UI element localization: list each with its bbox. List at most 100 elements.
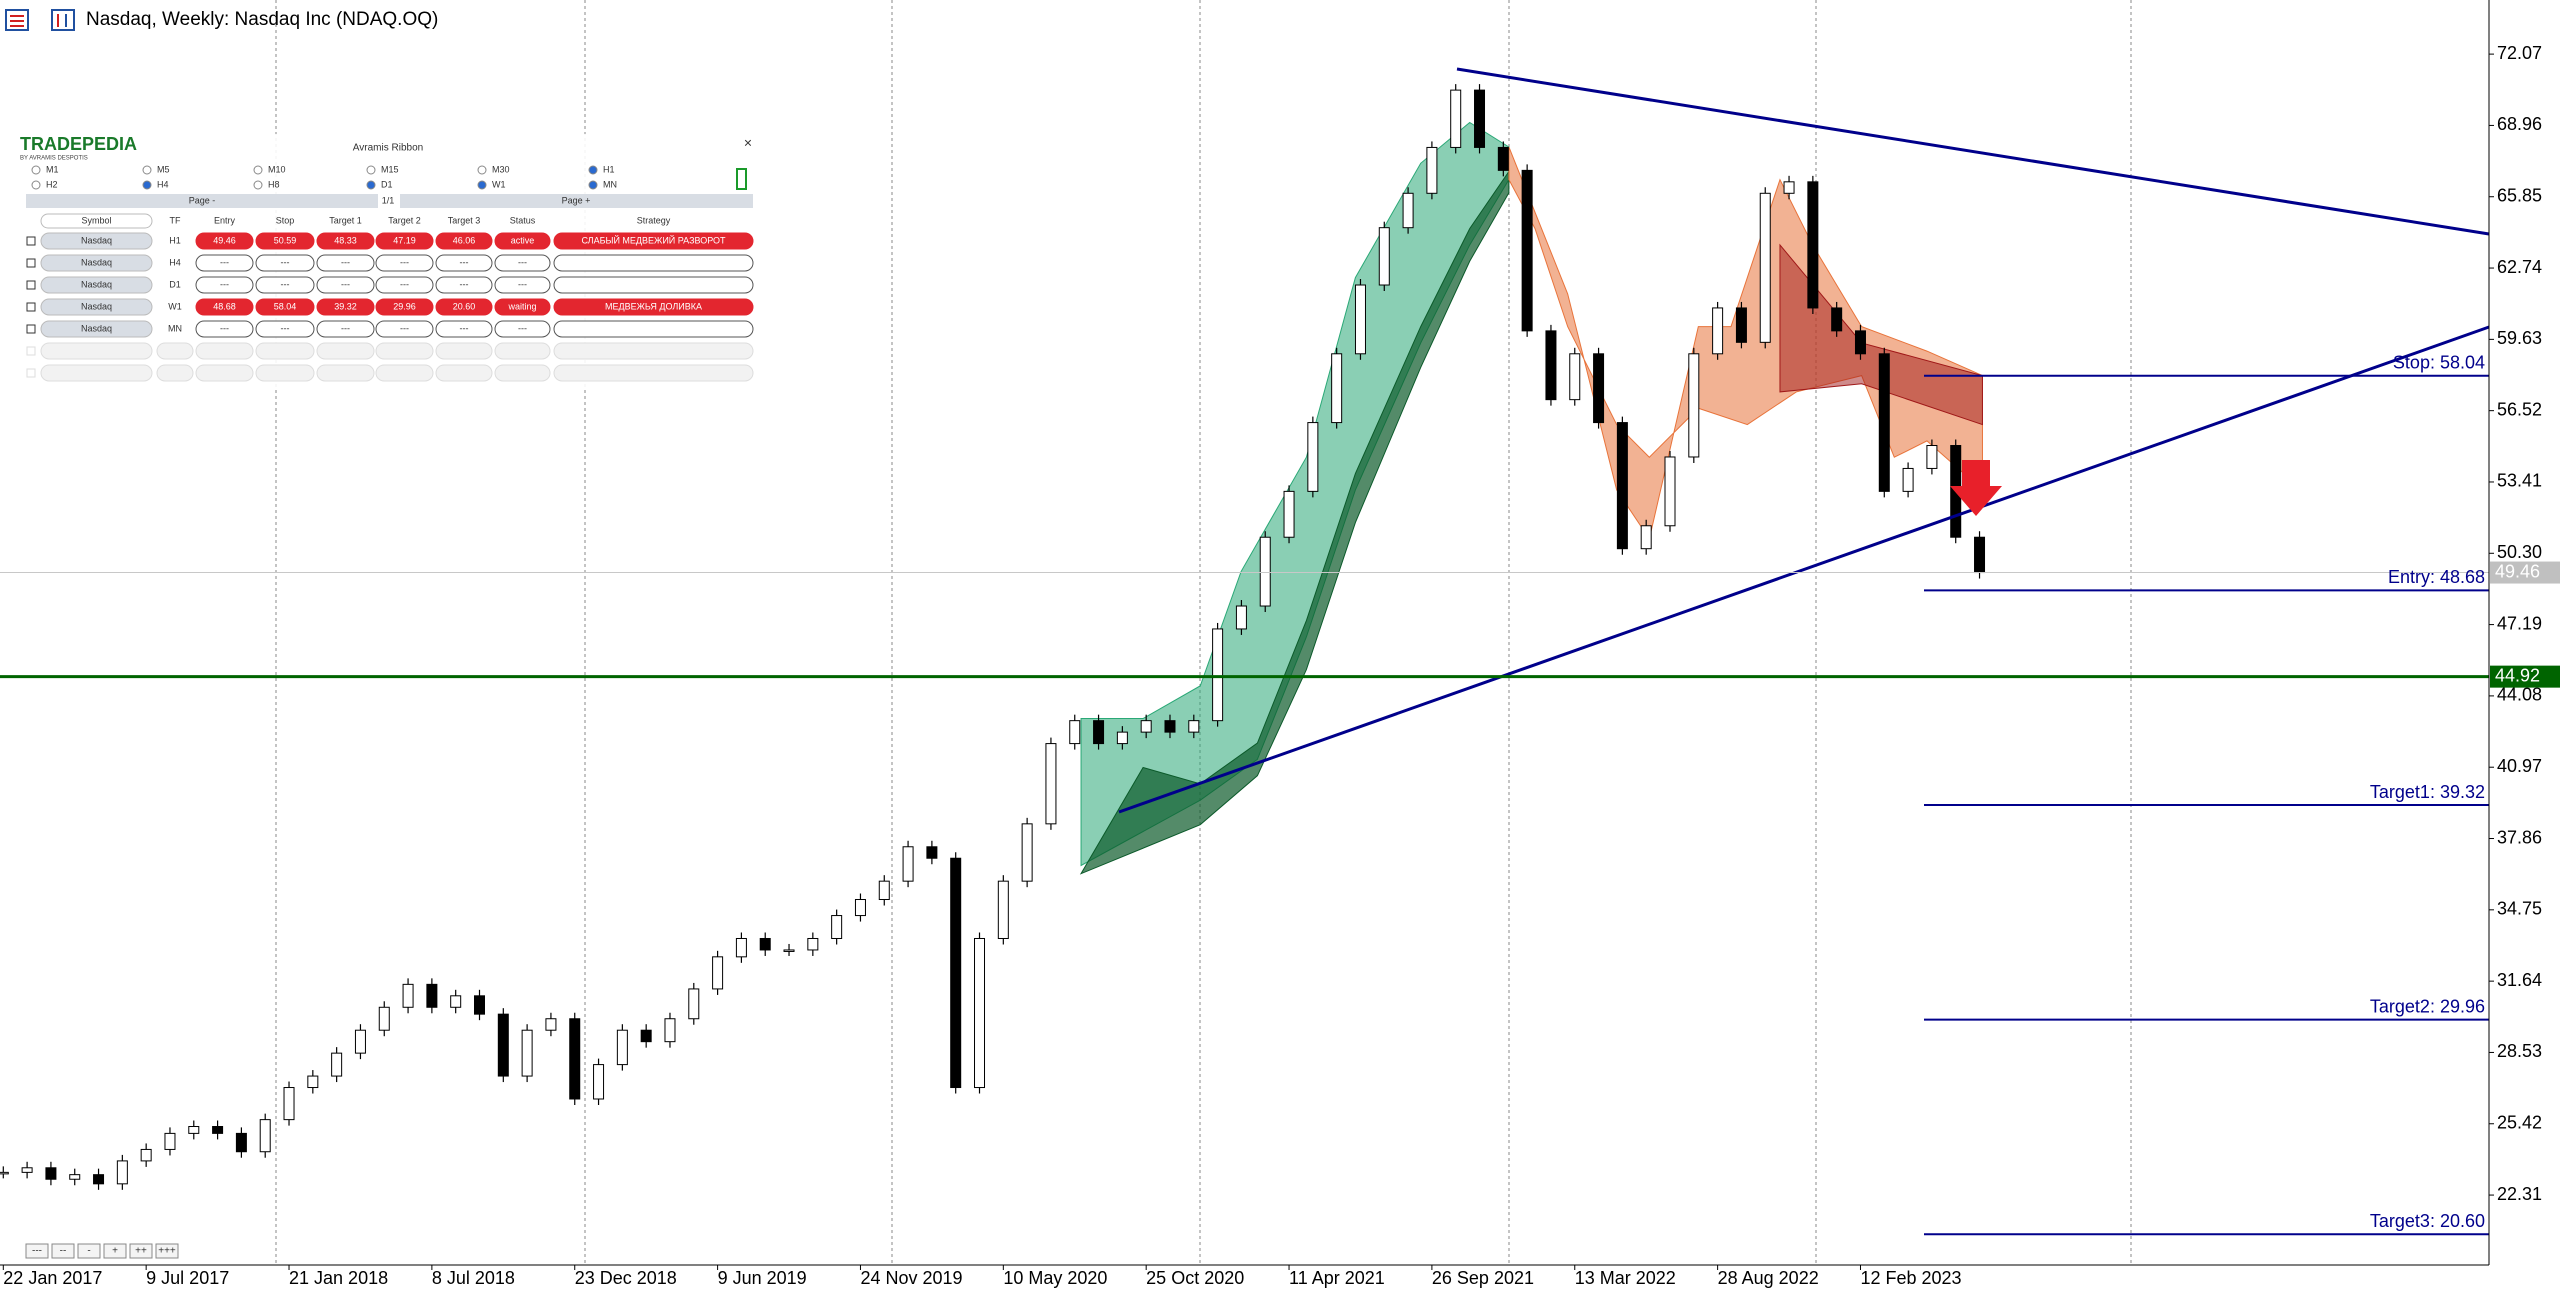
- timeframe-radio[interactable]: [253, 165, 263, 175]
- panel-toggle[interactable]: [736, 168, 747, 190]
- row-checkbox: [26, 346, 36, 356]
- page-prev-button[interactable]: [26, 194, 378, 208]
- row-checkbox[interactable]: [26, 258, 36, 268]
- zoom-button[interactable]: [103, 1243, 127, 1259]
- table-cell[interactable]: [40, 298, 153, 316]
- table-cell-text: 20.60: [453, 301, 476, 311]
- timeframe-radio[interactable]: [31, 165, 41, 175]
- candle-body: [521, 1029, 533, 1077]
- column-header: Target 1: [329, 215, 362, 225]
- zoom-button[interactable]: [129, 1243, 153, 1259]
- candle-body: [783, 949, 795, 952]
- table-cell: [195, 342, 254, 360]
- zoom-button-label: +: [112, 1246, 118, 1257]
- timeframe-radio[interactable]: [477, 180, 487, 190]
- timeframe-radio[interactable]: [588, 180, 598, 190]
- candle-body: [1021, 823, 1033, 882]
- table-cell-text: Nasdaq: [81, 323, 112, 333]
- table-cell-text: D1: [169, 279, 181, 289]
- candle-body: [1212, 628, 1224, 722]
- table-cell: [255, 232, 315, 250]
- level-label: Target3: 20.60: [2370, 1211, 2485, 1231]
- table-cell-text: 50.59: [274, 235, 297, 245]
- candle-body: [1640, 525, 1652, 550]
- table-cell: [494, 276, 551, 294]
- candle-body: [807, 937, 819, 951]
- row-checkbox[interactable]: [26, 302, 36, 312]
- trend-line: [1456, 67, 2490, 236]
- candle-body: [1045, 743, 1057, 825]
- column-header: Target 3: [448, 215, 481, 225]
- candle-body: [1926, 445, 1938, 469]
- candle-body: [1235, 605, 1247, 630]
- header: Nasdaq, Weekly: Nasdaq Inc (NDAQ.OQ): [5, 9, 438, 31]
- candle-body: [1593, 353, 1605, 424]
- table-cell-text: ---: [400, 323, 409, 333]
- table-cell-text: 49.46: [213, 235, 236, 245]
- candle-body: [1140, 720, 1152, 733]
- timeframe-radio[interactable]: [366, 180, 376, 190]
- timeframe-radio[interactable]: [142, 165, 152, 175]
- timeframe-radio[interactable]: [366, 165, 376, 175]
- table-cell[interactable]: [40, 276, 153, 294]
- row-checkbox[interactable]: [26, 324, 36, 334]
- table-cell-text: ---: [518, 323, 527, 333]
- candles: [0, 84, 1986, 1190]
- table-cell-text: MN: [168, 323, 182, 333]
- table-cell-text: Nasdaq: [81, 257, 112, 267]
- table-cell[interactable]: [40, 320, 153, 338]
- table-cell: [156, 298, 194, 316]
- panel-close[interactable]: ×: [744, 135, 752, 151]
- timeframe-radio[interactable]: [142, 180, 152, 190]
- table-cell-text: 39.32: [334, 301, 357, 311]
- candle-body: [497, 1013, 509, 1077]
- support-price-label: 44.92: [2495, 665, 2540, 685]
- zoom-button-label: +++: [158, 1246, 176, 1257]
- level-label: Stop: 58.04: [2393, 353, 2485, 373]
- x-tick-label: 9 Jun 2019: [718, 1268, 807, 1288]
- timeframe-label: M1: [46, 164, 59, 174]
- timeframe-radio[interactable]: [477, 165, 487, 175]
- candle-body: [569, 1018, 581, 1100]
- table-cell: [375, 342, 434, 360]
- candle-body: [593, 1064, 605, 1100]
- zoom-button[interactable]: [155, 1243, 179, 1259]
- chart-icon[interactable]: [51, 9, 75, 31]
- zoom-button[interactable]: [25, 1243, 49, 1259]
- candle-body: [1069, 720, 1081, 745]
- candle-body: [616, 1029, 628, 1066]
- timeframe-radio[interactable]: [588, 165, 598, 175]
- table-cell: [435, 364, 493, 382]
- table-cell-text: 47.19: [393, 235, 416, 245]
- table-cell: [494, 298, 551, 316]
- candle-body: [1521, 169, 1533, 332]
- timeframe-radio[interactable]: [253, 180, 263, 190]
- timeframe-radio[interactable]: [31, 180, 41, 190]
- candle-body: [1807, 181, 1819, 309]
- timeframe-label: H4: [157, 179, 169, 189]
- table-cell-text: ---: [281, 279, 290, 289]
- x-tick-label: 9 Jul 2017: [146, 1268, 229, 1288]
- x-tick-label: 28 Aug 2022: [1718, 1268, 1819, 1288]
- table-cell: [375, 320, 434, 338]
- zoom-button[interactable]: [77, 1243, 101, 1259]
- table-cell-text: ---: [220, 257, 229, 267]
- candle-body: [854, 899, 866, 917]
- table-cell[interactable]: [40, 232, 153, 250]
- table-cell: [316, 342, 375, 360]
- x-tick-label: 26 Sep 2021: [1432, 1268, 1534, 1288]
- table-cell[interactable]: [40, 254, 153, 272]
- row-checkbox[interactable]: [26, 280, 36, 290]
- page-next-button[interactable]: [400, 194, 753, 208]
- table-cell-text: ---: [400, 279, 409, 289]
- table-cell: [255, 276, 315, 294]
- y-tick-label: 50.30: [2497, 542, 2542, 562]
- y-tick-label: 25.42: [2497, 1113, 2542, 1133]
- table-cell-text: МЕДВЕЖЬЯ ДОЛИВКА: [605, 301, 702, 311]
- zoom-button[interactable]: [51, 1243, 75, 1259]
- table-cell: [316, 320, 375, 338]
- row-checkbox[interactable]: [26, 236, 36, 246]
- table-cell: [553, 232, 754, 250]
- candle-body: [1378, 227, 1390, 286]
- y-tick-label: 56.52: [2497, 399, 2542, 419]
